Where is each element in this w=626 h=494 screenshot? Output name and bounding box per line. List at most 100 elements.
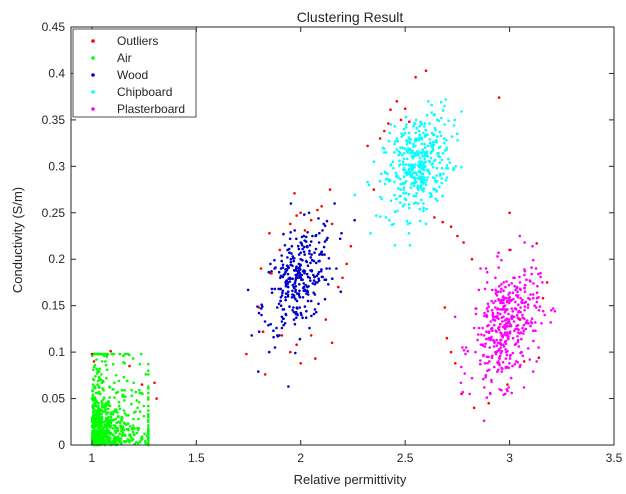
data-point [308,244,312,247]
data-point [295,214,298,217]
data-point [147,441,150,445]
data-point [440,177,444,180]
data-point [481,343,485,347]
data-point [414,131,418,135]
data-point [283,322,287,325]
data-point [531,244,534,248]
data-point [513,307,517,310]
data-point [487,305,491,308]
data-point [273,267,276,270]
data-point [260,303,264,307]
data-point [501,367,504,371]
data-point [297,253,301,256]
data-point [389,199,393,202]
data-point [379,195,382,199]
data-point [330,222,334,226]
data-point [130,427,134,431]
data-point [422,190,425,193]
data-point [316,272,320,276]
data-point [516,361,519,364]
data-point [283,244,287,247]
data-point [538,305,542,308]
data-point [499,322,502,326]
data-point [407,231,411,235]
data-point [407,131,411,135]
data-point [106,437,110,440]
data-point [511,351,515,355]
data-point [97,414,101,418]
data-point [485,270,489,274]
data-point [303,245,306,249]
data-point [147,439,150,442]
data-point [301,258,304,262]
data-point [530,266,533,269]
data-point [109,421,113,425]
data-point [147,418,150,422]
data-point [305,272,309,276]
data-point [306,285,309,289]
data-point [288,305,291,308]
data-point [401,205,405,208]
data-point [490,288,494,292]
data-point [281,263,285,267]
data-point [291,264,294,268]
data-point [412,142,415,146]
data-point [419,186,423,189]
data-point [106,407,110,411]
data-point [420,172,424,176]
data-point [431,133,435,137]
data-point [501,361,505,364]
data-point [128,434,131,438]
data-point [257,330,261,334]
data-point [391,160,395,163]
data-point [299,362,303,365]
data-point [276,306,279,309]
data-point [461,346,464,349]
y-tick-label: 0.05 [42,392,66,406]
data-point [293,229,297,232]
data-point [107,411,110,414]
data-point [525,320,528,323]
data-point [93,419,97,423]
data-point [98,386,101,389]
data-point [97,352,100,356]
data-point [118,352,121,356]
data-point [306,299,310,303]
data-point [412,202,416,205]
data-point [410,154,414,158]
data-point [535,360,538,363]
data-point [96,379,100,383]
legend-entries: Outliers Air Wood Chipboard Plasterboard [91,34,185,116]
data-point [111,427,115,430]
data-point [536,284,539,288]
data-point [98,439,102,442]
data-point [289,350,292,354]
data-point [415,192,418,195]
data-point [483,311,486,315]
data-point [270,291,274,295]
data-point [324,318,328,321]
data-point [306,264,310,268]
data-point [402,188,406,191]
data-point [130,439,134,442]
data-point [496,361,499,364]
data-point [299,251,303,254]
data-point [396,140,400,143]
data-point [392,166,395,170]
data-point [404,179,408,183]
data-point [494,299,497,303]
data-point [319,270,323,273]
data-point [388,218,391,222]
data-point [107,422,110,425]
data-point [459,381,463,385]
data-point [484,337,488,341]
data-point [309,334,313,337]
series-chipboard [353,98,463,247]
data-point [522,332,525,335]
data-point [435,190,439,193]
data-point [502,301,505,305]
data-point [289,202,293,205]
data-point [420,166,424,170]
data-point [104,363,108,367]
data-point [454,362,457,365]
